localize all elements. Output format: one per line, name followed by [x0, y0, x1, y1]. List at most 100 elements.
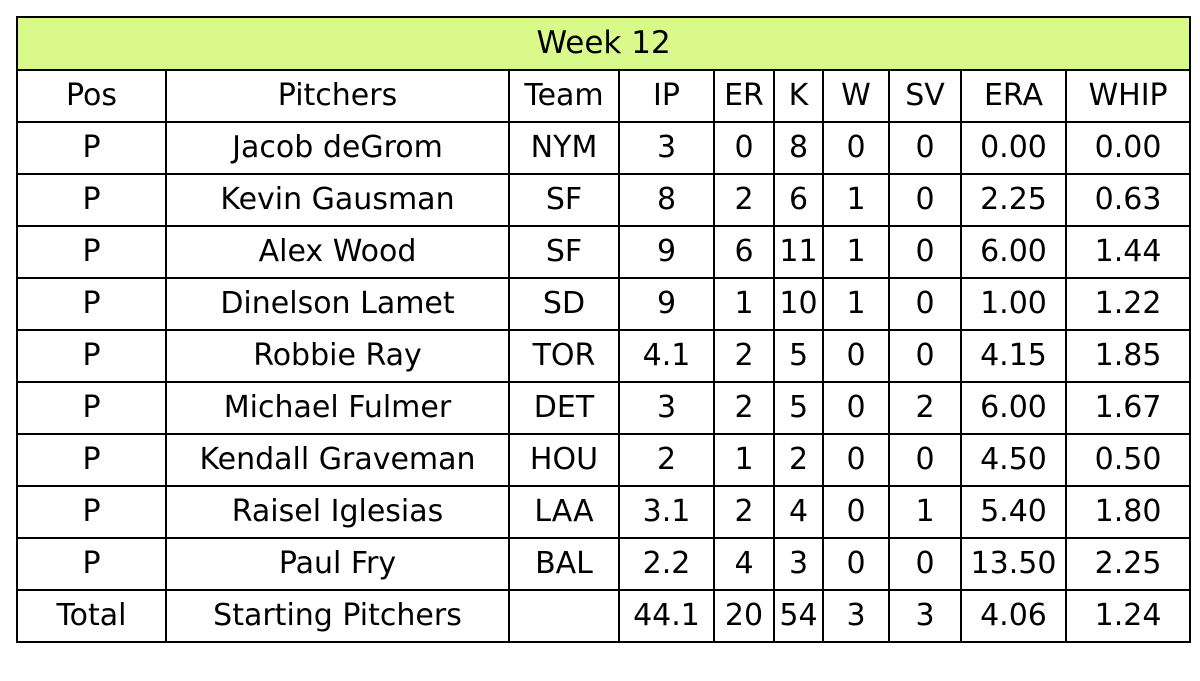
er-cell: 1 — [713, 277, 775, 331]
k-cell: 5 — [773, 329, 824, 383]
ip-cell: 3 — [618, 381, 715, 435]
ip-cell: 2.2 — [618, 537, 715, 591]
team-cell: LAA — [508, 485, 620, 539]
ip-cell: 3.1 — [618, 485, 715, 539]
w-cell: 3 — [822, 589, 890, 643]
er-cell: 6 — [713, 225, 775, 279]
sv-cell: 0 — [888, 537, 962, 591]
team-cell: SD — [508, 277, 620, 331]
pos-cell: Pos — [16, 69, 167, 123]
k-cell: 3 — [773, 537, 824, 591]
w-cell: 0 — [822, 381, 890, 435]
er-cell: ER — [713, 69, 775, 123]
er-cell: 2 — [713, 329, 775, 383]
era-cell: 2.25 — [960, 173, 1067, 227]
k-cell: 2 — [773, 433, 824, 487]
sv-cell: SV — [888, 69, 962, 123]
whip-cell: 2.25 — [1064, 537, 1192, 591]
era-cell: ERA — [960, 69, 1067, 123]
pos-cell: P — [16, 537, 167, 591]
pos-cell: P — [16, 121, 167, 175]
whip-cell: 0.63 — [1064, 173, 1192, 227]
sv-cell: 0 — [888, 329, 962, 383]
w-cell: 1 — [822, 225, 890, 279]
k-cell: 6 — [773, 173, 824, 227]
pitcher-cell: Starting Pitchers — [165, 589, 510, 643]
ip-cell: 4.1 — [618, 329, 715, 383]
sv-cell: 0 — [888, 121, 962, 175]
ip-cell: 8 — [618, 173, 715, 227]
pitcher-cell: Paul Fry — [165, 537, 510, 591]
pos-cell: Total — [16, 589, 167, 643]
table-row: P Kendall Graveman HOU 2 1 2 0 0 4.50 0.50 — [16, 433, 1192, 487]
w-cell: 0 — [822, 537, 890, 591]
era-cell: 13.50 — [960, 537, 1067, 591]
er-cell: 2 — [713, 485, 775, 539]
whip-cell: 1.24 — [1064, 589, 1192, 643]
sv-cell: 0 — [888, 277, 962, 331]
pitcher-cell: Raisel Iglesias — [165, 485, 510, 539]
w-cell: 0 — [822, 329, 890, 383]
er-cell: 1 — [713, 433, 775, 487]
whip-cell: 1.67 — [1064, 381, 1192, 435]
pos-cell: P — [16, 225, 167, 279]
pos-cell: P — [16, 381, 167, 435]
whip-cell: 1.85 — [1064, 329, 1192, 383]
k-cell: 10 — [773, 277, 824, 331]
era-cell: 4.50 — [960, 433, 1067, 487]
pos-cell: P — [16, 173, 167, 227]
w-cell: 1 — [822, 173, 890, 227]
ip-cell: 9 — [618, 225, 715, 279]
table-row: P Robbie Ray TOR 4.1 2 5 0 0 4.15 1.85 — [16, 329, 1192, 383]
whip-cell: 1.22 — [1064, 277, 1192, 331]
era-cell: 1.00 — [960, 277, 1067, 331]
pos-cell: P — [16, 277, 167, 331]
sv-cell: 2 — [888, 381, 962, 435]
sv-cell: 0 — [888, 225, 962, 279]
team-cell: NYM — [508, 121, 620, 175]
pitcher-cell: Dinelson Lamet — [165, 277, 510, 331]
table-row: P Dinelson Lamet SD 9 1 10 1 0 1.00 1.22 — [16, 277, 1192, 331]
team-cell: Team — [508, 69, 620, 123]
team-cell — [508, 589, 620, 643]
era-cell: 0.00 — [960, 121, 1067, 175]
er-cell: 0 — [713, 121, 775, 175]
er-cell: 20 — [713, 589, 775, 643]
pos-cell: P — [16, 433, 167, 487]
era-cell: 4.15 — [960, 329, 1067, 383]
ip-cell: 3 — [618, 121, 715, 175]
w-cell: 0 — [822, 485, 890, 539]
era-cell: 6.00 — [960, 381, 1067, 435]
team-cell: BAL — [508, 537, 620, 591]
table-row: P Raisel Iglesias LAA 3.1 2 4 0 1 5.40 1.80 — [16, 485, 1192, 539]
pitcher-cell: Kendall Graveman — [165, 433, 510, 487]
table-title: Week 12 — [15, 16, 1192, 71]
title-row: Week 12 — [15, 16, 1192, 71]
team-cell: SF — [508, 173, 620, 227]
k-cell: 4 — [773, 485, 824, 539]
ip-cell: 9 — [618, 277, 715, 331]
header-row: Pos Pitchers Team IP ER K W SV ERA WHIP — [16, 69, 1192, 123]
whip-cell: 0.50 — [1064, 433, 1192, 487]
ip-cell: IP — [618, 69, 715, 123]
pitcher-cell: Michael Fulmer — [165, 381, 510, 435]
whip-cell: 1.44 — [1064, 225, 1192, 279]
table-row: P Kevin Gausman SF 8 2 6 1 0 2.25 0.63 — [16, 173, 1192, 227]
whip-cell: WHIP — [1064, 69, 1192, 123]
team-cell: TOR — [508, 329, 620, 383]
w-cell: 0 — [822, 433, 890, 487]
pos-cell: P — [16, 329, 167, 383]
k-cell: 8 — [773, 121, 824, 175]
w-cell: 1 — [822, 277, 890, 331]
k-cell: 11 — [773, 225, 824, 279]
k-cell: 5 — [773, 381, 824, 435]
sv-cell: 0 — [888, 173, 962, 227]
pos-cell: P — [16, 485, 167, 539]
table-row: P Jacob deGrom NYM 3 0 8 0 0 0.00 0.00 — [16, 121, 1192, 175]
er-cell: 4 — [713, 537, 775, 591]
er-cell: 2 — [713, 173, 775, 227]
team-cell: HOU — [508, 433, 620, 487]
team-cell: SF — [508, 225, 620, 279]
sv-cell: 0 — [888, 433, 962, 487]
ip-cell: 44.1 — [618, 589, 715, 643]
